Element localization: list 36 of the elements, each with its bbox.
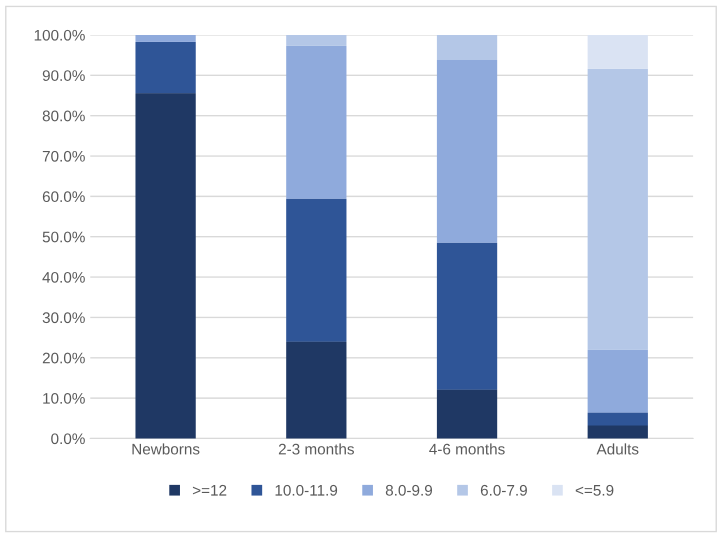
- legend-label: 10.0-11.9: [276, 484, 338, 496]
- bar: [588, 426, 648, 438]
- bar: [286, 46, 346, 199]
- x-tick-label: Newborns: [132, 443, 200, 455]
- legend-label: 6.0-7.9: [480, 484, 527, 496]
- bar: [286, 198, 346, 342]
- y-tick-label: 90.0%: [42, 70, 85, 82]
- bar: [135, 93, 196, 438]
- bar: [436, 34, 498, 60]
- y-tick-label: 80.0%: [42, 110, 85, 122]
- y-tick-label: 100.0%: [34, 30, 85, 41]
- y-tick-label: 20.0%: [42, 352, 85, 364]
- x-tick-label: Adults: [596, 443, 638, 455]
- y-tick-label: 40.0%: [42, 272, 85, 283]
- legend-label: <=5.9: [576, 484, 614, 496]
- bar: [436, 390, 498, 438]
- bar: [588, 350, 648, 413]
- bar: [588, 34, 648, 69]
- legend-label: 8.0-9.9: [386, 484, 432, 496]
- y-tick-label: 70.0%: [42, 150, 85, 162]
- bar: [588, 412, 648, 426]
- x-tick-label: 2-3 months: [278, 443, 354, 455]
- y-tick-label: 30.0%: [42, 312, 85, 324]
- bar: [436, 242, 498, 390]
- bar: [588, 68, 648, 350]
- y-tick-label: 60.0%: [42, 191, 85, 202]
- bar: [135, 42, 196, 94]
- bar: [135, 34, 196, 42]
- x-tick-label: 4-6 months: [429, 443, 505, 455]
- bar: [286, 342, 346, 438]
- y-tick-label: 50.0%: [42, 232, 85, 242]
- bar: [436, 60, 498, 243]
- bar: [286, 34, 346, 46]
- legend-label: >=12: [192, 484, 226, 496]
- y-tick-label: 10.0%: [43, 392, 85, 404]
- y-tick-label: 0.0%: [51, 433, 85, 444]
